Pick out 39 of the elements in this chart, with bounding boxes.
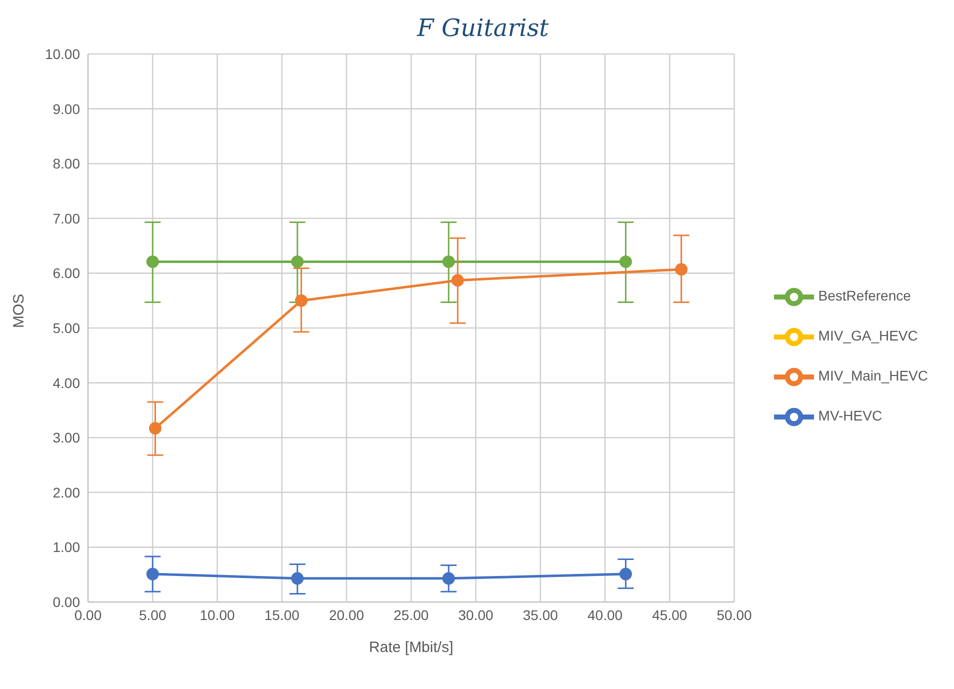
y-axis-title: MOS: [10, 294, 28, 328]
point: [146, 255, 159, 268]
y-tick-label: 2.00: [52, 484, 80, 500]
point: [619, 568, 632, 580]
y-tick-label: 3.00: [52, 430, 80, 446]
point: [146, 568, 159, 580]
chart-title: F Guitarist: [416, 13, 550, 42]
point: [291, 572, 304, 585]
point: [291, 255, 304, 268]
x-tick-label: 35.00: [522, 606, 558, 623]
point: [148, 422, 162, 435]
x-tick-label: 10.00: [200, 606, 235, 623]
point: [295, 294, 308, 307]
point: [451, 274, 464, 287]
y-tick-label: 9.00: [52, 100, 80, 117]
y-tick-label: 7.00: [52, 210, 80, 226]
x-tick-label: 25.00: [394, 606, 429, 623]
legend-label: MIV_Main_HEVC: [818, 368, 928, 384]
x-tick-label: 30.00: [458, 606, 494, 623]
legend-label: MIV_GA_HEVC: [818, 328, 918, 344]
x-tick-label: 5.00: [139, 606, 166, 623]
x-tick-label: 45.00: [652, 606, 688, 623]
x-tick-label: 20.00: [328, 606, 364, 623]
legend-label: MV-HEVC: [818, 408, 882, 424]
y-tick-label: 6.00: [52, 265, 80, 282]
y-tick-label: 1.00: [52, 539, 80, 556]
point: [442, 255, 455, 268]
x-tick-label: 50.00: [716, 606, 752, 623]
point: [442, 572, 455, 585]
point: [619, 255, 632, 268]
y-tick-label: 8.00: [52, 156, 80, 172]
x-tick-label: 40.00: [588, 606, 623, 623]
y-tick-label: 5.00: [52, 320, 80, 336]
legend-label: BestReference: [818, 288, 911, 304]
x-tick-label: 15.00: [264, 606, 300, 623]
x-axis-title: Rate [Mbit/s]: [369, 639, 454, 656]
y-tick-label: 4.00: [52, 374, 80, 391]
y-tick-label: 10.00: [44, 46, 80, 62]
point: [675, 263, 688, 276]
